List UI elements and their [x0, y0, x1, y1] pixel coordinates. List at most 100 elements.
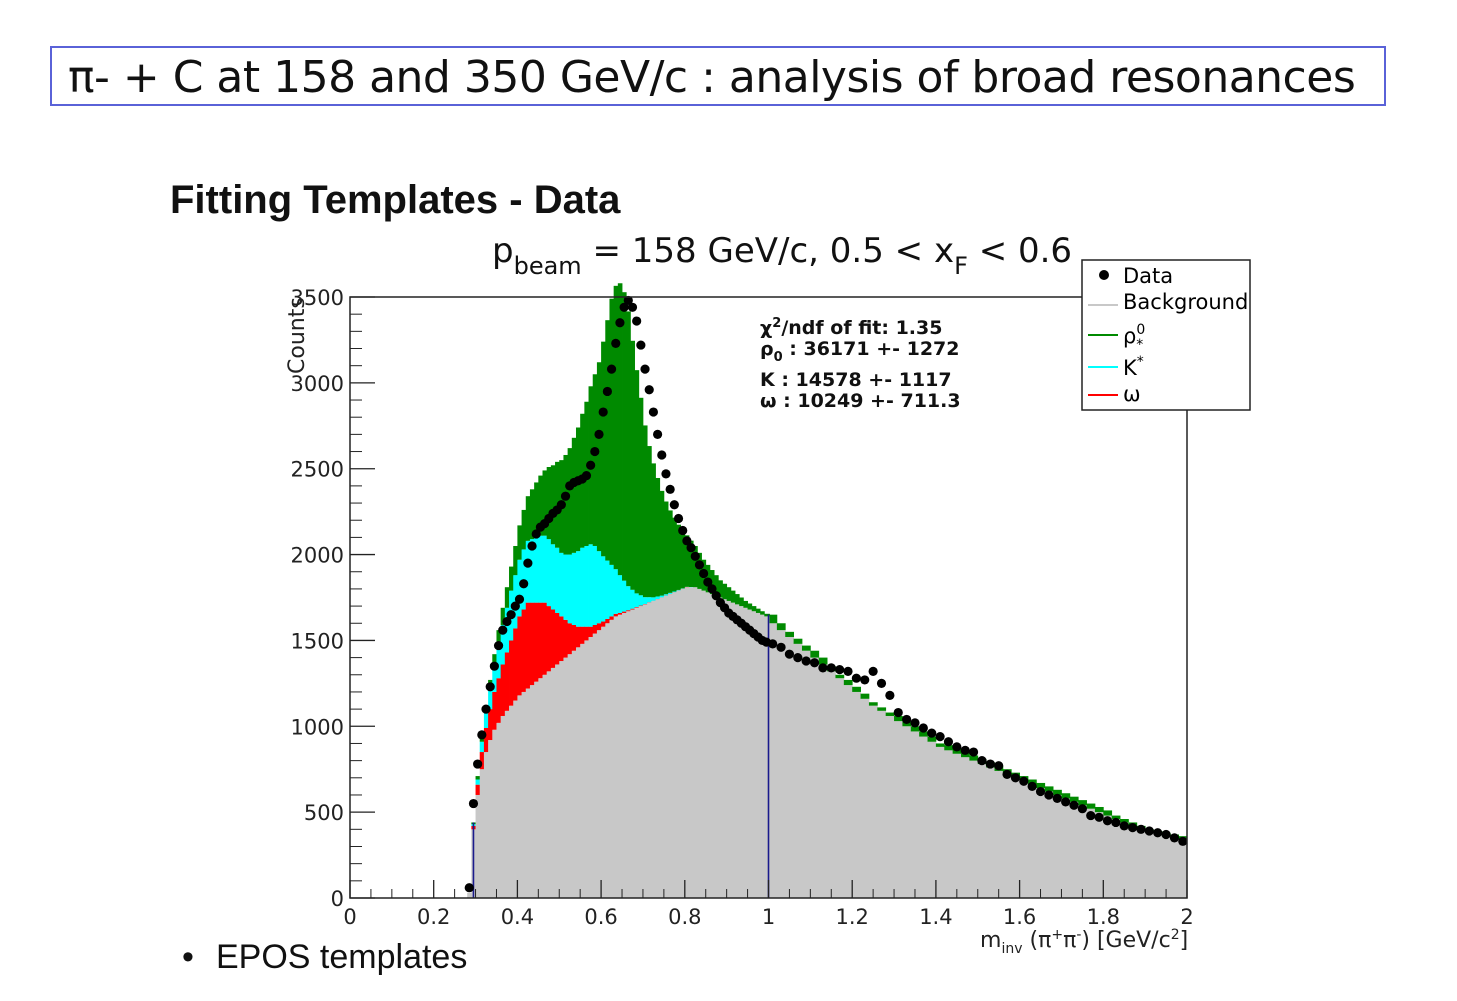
bar-background: [969, 760, 979, 898]
data-point: [560, 491, 571, 501]
data-points: [464, 295, 1188, 893]
bar-k: [475, 779, 481, 785]
x-tick-label: 0.2: [417, 905, 450, 929]
legend: Data Background ρ0 * K* ω: [1081, 259, 1251, 411]
bar-rho0: [672, 517, 677, 592]
bar-background: [910, 731, 920, 898]
x-label-m: m: [980, 928, 1001, 953]
bar-omega: [517, 616, 522, 696]
bar-background: [475, 794, 481, 898]
data-point: [1010, 773, 1021, 783]
bar-rho0: [622, 292, 627, 581]
bar-rho0: [1053, 789, 1062, 795]
y-tick-label: 2500: [291, 458, 344, 482]
bar-rho0: [492, 654, 497, 665]
legend-rho-label: ρ0 *: [1123, 322, 1145, 353]
bar-rho0: [860, 693, 870, 699]
data-point: [902, 714, 912, 725]
data-point: [1128, 823, 1138, 833]
bar-rho0: [843, 679, 853, 686]
bar-rho0: [810, 650, 820, 658]
data-point: [506, 610, 516, 620]
bar-omega: [580, 626, 585, 644]
bar-background: [488, 740, 493, 898]
bar-background: [555, 664, 560, 898]
bar-rho0: [739, 597, 744, 607]
bar-k: [626, 586, 631, 611]
bar-rho0: [504, 587, 510, 608]
x-tick-label: 1.8: [1087, 905, 1120, 929]
bar-k: [571, 552, 577, 625]
bar-background: [739, 606, 744, 898]
data-point: [793, 653, 803, 663]
x-label-a: (π: [1023, 928, 1052, 953]
bar-rho0: [776, 623, 786, 631]
bar-background: [986, 767, 995, 898]
data-point: [876, 678, 887, 688]
bar-background: [634, 607, 640, 898]
y-axis-label: Counts: [285, 297, 310, 374]
bar-background: [571, 650, 577, 898]
bar-k: [630, 589, 635, 609]
y-tick-label: 500: [304, 801, 344, 825]
bar-rho0: [659, 490, 665, 596]
data-point: [1111, 817, 1121, 828]
data-point: [686, 543, 696, 553]
bar-rho0: [935, 743, 945, 747]
bar-rho0: [684, 535, 690, 587]
data-point: [1169, 833, 1180, 843]
bar-background: [513, 700, 518, 898]
bar-omega: [638, 605, 644, 607]
bar-background: [801, 650, 811, 898]
bar-rho0: [634, 370, 640, 594]
bar-rho0: [651, 463, 656, 598]
bar-background: [764, 616, 770, 898]
bar-rho0: [910, 726, 920, 732]
plot-title-sub: beam: [514, 252, 582, 280]
data-point: [1161, 829, 1171, 840]
bar-background: [588, 636, 594, 898]
x-tick-label: 0.6: [584, 905, 617, 929]
bar-rho0: [919, 731, 928, 737]
bar-background: [496, 722, 502, 898]
data-point: [768, 639, 778, 649]
bar-rho0: [1069, 796, 1079, 802]
bar-background: [1136, 829, 1146, 898]
data-point: [927, 728, 937, 738]
data-point: [1061, 797, 1071, 807]
bar-background: [944, 750, 954, 898]
data-point: [1153, 828, 1163, 838]
data-point: [594, 429, 604, 439]
plot-title-middle: = 158 GeV/c, 0.5 < x: [582, 231, 954, 271]
bar-rho0: [575, 427, 581, 552]
fit-rho: ρ0 : 36171 +- 1272: [760, 338, 960, 365]
bar-rho0: [818, 657, 828, 665]
data-point: [673, 513, 684, 524]
bar-background: [504, 710, 510, 898]
bar-rho0: [751, 606, 757, 612]
bar-background: [1128, 825, 1138, 898]
data-point: [669, 500, 679, 510]
bar-background: [726, 600, 732, 898]
data-point: [514, 594, 525, 604]
data-point: [943, 737, 954, 747]
bar-background: [659, 597, 665, 898]
bar-background: [705, 592, 711, 898]
bar-rho0: [730, 590, 736, 603]
bar-rho0: [743, 600, 748, 608]
bar-rho0: [601, 341, 606, 557]
bar-k: [617, 575, 623, 613]
bar-k: [647, 597, 652, 603]
bar-background: [601, 626, 606, 898]
data-point: [606, 364, 617, 374]
bar-rho0: [944, 745, 954, 751]
bar-rho0: [793, 638, 803, 644]
section-title: Fitting Templates - Data: [170, 178, 621, 222]
bar-background: [994, 770, 1004, 898]
bar-k: [555, 547, 560, 613]
data-point: [590, 446, 600, 457]
bar-background: [676, 590, 682, 898]
bar-background: [663, 595, 669, 898]
bar-background: [701, 590, 707, 898]
bar-rho0: [755, 608, 761, 613]
